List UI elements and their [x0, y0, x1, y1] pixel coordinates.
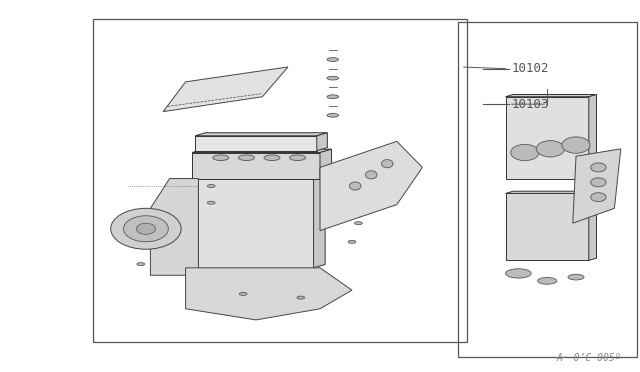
- Ellipse shape: [348, 240, 356, 243]
- Polygon shape: [506, 191, 596, 193]
- Bar: [93, 19, 467, 342]
- Polygon shape: [320, 141, 422, 231]
- Circle shape: [124, 216, 168, 242]
- Circle shape: [511, 144, 539, 161]
- Polygon shape: [195, 133, 327, 136]
- Ellipse shape: [212, 155, 229, 161]
- Ellipse shape: [568, 275, 584, 280]
- Polygon shape: [195, 136, 317, 151]
- Polygon shape: [506, 94, 596, 97]
- Polygon shape: [506, 193, 589, 260]
- Polygon shape: [192, 153, 320, 179]
- Ellipse shape: [290, 155, 306, 161]
- Ellipse shape: [264, 155, 280, 161]
- Polygon shape: [150, 179, 198, 275]
- Circle shape: [591, 178, 606, 187]
- Circle shape: [111, 208, 181, 249]
- Ellipse shape: [538, 278, 557, 284]
- Polygon shape: [573, 149, 621, 223]
- Circle shape: [591, 193, 606, 202]
- Circle shape: [562, 137, 590, 153]
- Ellipse shape: [349, 182, 361, 190]
- Ellipse shape: [207, 185, 215, 187]
- Circle shape: [536, 141, 564, 157]
- Polygon shape: [320, 149, 332, 179]
- Text: 10102: 10102: [512, 62, 550, 75]
- Ellipse shape: [297, 296, 305, 299]
- Polygon shape: [506, 97, 589, 179]
- Circle shape: [136, 223, 156, 234]
- Ellipse shape: [327, 76, 339, 80]
- Polygon shape: [589, 94, 596, 179]
- Polygon shape: [192, 149, 332, 153]
- Polygon shape: [589, 191, 596, 260]
- Polygon shape: [198, 175, 325, 179]
- Ellipse shape: [506, 269, 531, 278]
- Ellipse shape: [207, 201, 215, 204]
- Polygon shape: [163, 67, 288, 112]
- Ellipse shape: [327, 113, 339, 117]
- Polygon shape: [186, 268, 352, 320]
- Polygon shape: [314, 175, 325, 268]
- Text: A· 0’C 005º: A· 0’C 005º: [556, 353, 621, 363]
- Polygon shape: [317, 133, 327, 151]
- Polygon shape: [198, 179, 314, 268]
- Ellipse shape: [355, 222, 362, 225]
- Ellipse shape: [137, 263, 145, 266]
- Ellipse shape: [238, 155, 255, 161]
- Text: 10103: 10103: [512, 98, 550, 110]
- Bar: [458, 22, 637, 357]
- Ellipse shape: [239, 292, 247, 295]
- Ellipse shape: [381, 160, 393, 168]
- Circle shape: [591, 163, 606, 172]
- Ellipse shape: [327, 95, 339, 99]
- Ellipse shape: [327, 58, 339, 61]
- Ellipse shape: [365, 171, 377, 179]
